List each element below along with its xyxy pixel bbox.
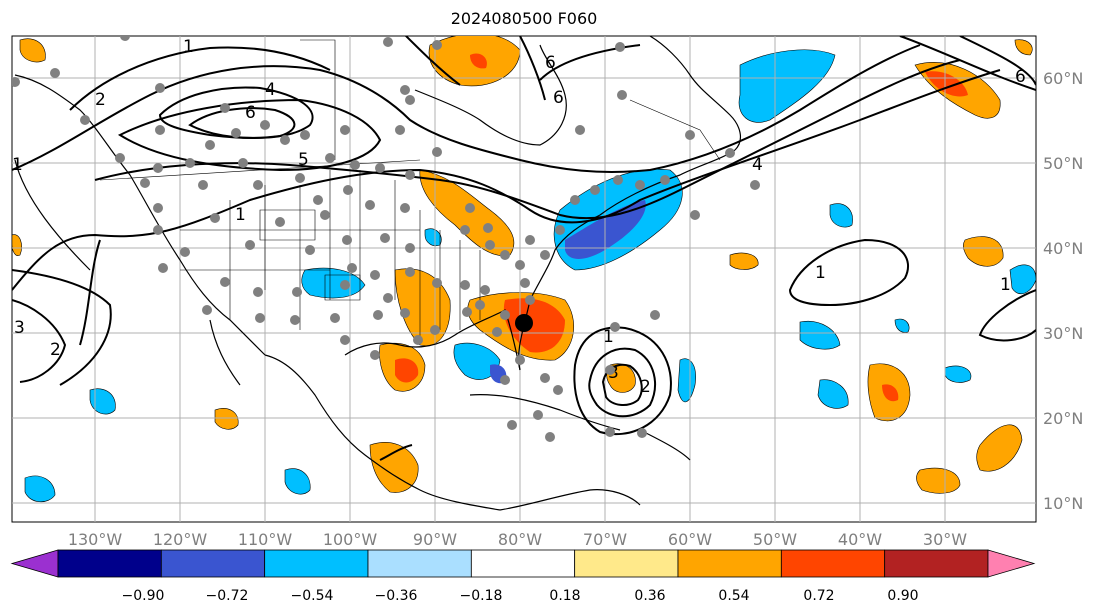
coastlines xyxy=(14,36,742,511)
contour-label: 1 xyxy=(12,155,23,175)
contour-label: 5 xyxy=(298,150,309,170)
contour-label: 3 xyxy=(14,318,25,338)
colorbar-tick: −0.36 xyxy=(375,588,418,604)
colorbar-ticks: −0.90 −0.72 −0.54 −0.36 −0.18 0.18 0.36 … xyxy=(122,588,919,604)
map-title: 2024080500 F060 xyxy=(450,9,598,28)
colorbar-bin xyxy=(470,549,576,578)
colorbar-tick: −0.72 xyxy=(206,588,249,604)
station-markers xyxy=(12,36,760,442)
lat-label: 30°N xyxy=(1043,324,1083,343)
colorbar-tick: −0.90 xyxy=(122,588,165,604)
colorbar-bin xyxy=(574,549,679,578)
contour-label: 1 xyxy=(235,205,246,225)
contour-label: 1 xyxy=(183,37,194,57)
colorbar-extend-high xyxy=(987,549,1036,578)
contour-label: 2 xyxy=(640,377,651,397)
contour-label: 2 xyxy=(95,90,106,110)
colorbar-tick: 0.72 xyxy=(803,588,834,604)
lon-label: 70°W xyxy=(583,530,627,549)
contour-label: 1 xyxy=(603,327,614,347)
contour-label: 1 xyxy=(815,263,826,283)
colorbar-bin xyxy=(264,549,369,578)
lon-label: 100°W xyxy=(323,530,378,549)
lat-label: 10°N xyxy=(1043,494,1083,513)
lat-label: 60°N xyxy=(1043,69,1083,88)
lon-label: 120°W xyxy=(153,530,208,549)
lon-label: 110°W xyxy=(238,530,293,549)
lat-label: 40°N xyxy=(1043,239,1083,258)
colorbar-bin xyxy=(780,549,886,578)
latitude-labels: 60°N 50°N 40°N 30°N 20°N 10°N xyxy=(1043,69,1083,513)
colorbar-tick: −0.18 xyxy=(460,588,503,604)
lat-label: 20°N xyxy=(1043,409,1083,428)
longitude-labels: 130°W 120°W 110°W 100°W 90°W 80°W 70°W 6… xyxy=(68,530,967,549)
contour-label: 4 xyxy=(752,155,763,175)
lon-label: 80°W xyxy=(498,530,542,549)
colorbar-bin xyxy=(677,549,782,578)
colorbar-tick: 0.18 xyxy=(549,588,580,604)
colorbar-bin xyxy=(160,549,266,578)
lon-label: 90°W xyxy=(413,530,457,549)
lon-label: 130°W xyxy=(68,530,123,549)
lon-label: 30°W xyxy=(923,530,967,549)
storm-center-marker xyxy=(515,314,533,332)
contour-label: 1 xyxy=(1000,275,1011,295)
contour-label: 6 xyxy=(545,53,556,73)
colorbar-tick: 0.90 xyxy=(887,588,918,604)
contour-label: 6 xyxy=(245,103,256,123)
colorbar-tick: −0.54 xyxy=(291,588,334,604)
colorbar-tick: 0.36 xyxy=(634,588,665,604)
colorbar-extend-low xyxy=(10,549,59,578)
lat-label: 50°N xyxy=(1043,154,1083,173)
contour-label: 4 xyxy=(265,80,276,100)
colorbar-bin xyxy=(884,549,989,578)
contour-label: 6 xyxy=(1015,67,1026,87)
lon-label: 40°W xyxy=(838,530,882,549)
colorbar xyxy=(10,549,1036,578)
colorbar-bin xyxy=(57,549,162,578)
colorbar-bin xyxy=(367,549,472,578)
lon-label: 50°W xyxy=(753,530,797,549)
lon-label: 60°W xyxy=(668,530,712,549)
contour-label: 6 xyxy=(553,88,564,108)
contour-label: 2 xyxy=(50,340,61,360)
colorbar-tick: 0.54 xyxy=(718,588,749,604)
